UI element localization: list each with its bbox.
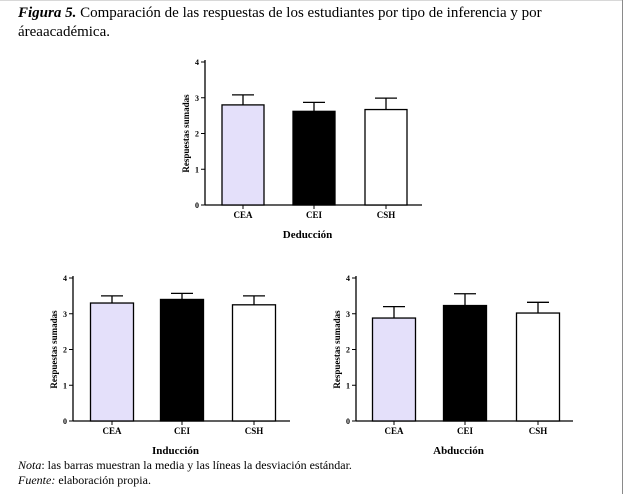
y-tick-label: 3 <box>63 310 67 319</box>
figure-caption: Figura 5. Comparación de las respuestas … <box>18 4 618 42</box>
category-label-cea: CEA <box>233 210 253 220</box>
category-label-cei: CEI <box>174 426 191 436</box>
figure-caption-text: Comparación de las respuestas de los est… <box>18 5 542 40</box>
fuente-label: Fuente: <box>18 473 56 487</box>
y-axis-label: Respuestas sumadas <box>332 310 342 389</box>
y-tick-label: 4 <box>63 274 67 283</box>
nota-line: Nota: las barras muestran la media y las… <box>18 458 352 473</box>
nota-label: Nota <box>18 458 42 472</box>
bar-cea <box>221 104 265 206</box>
y-tick-label: 2 <box>346 346 350 355</box>
bar-csh <box>515 312 561 422</box>
category-label-cea: CEA <box>102 426 122 436</box>
frame-right-border <box>622 0 623 494</box>
y-tick-label: 3 <box>346 310 350 319</box>
x-axis-label: Abducción <box>433 445 484 457</box>
y-tick-label: 2 <box>63 346 67 355</box>
category-label-csh: CSH <box>529 426 548 436</box>
y-tick-label: 1 <box>63 381 67 390</box>
category-label-csh: CSH <box>377 210 396 220</box>
category-label-cei: CEI <box>306 210 323 220</box>
x-axis-label: Inducción <box>152 445 199 457</box>
category-label-csh: CSH <box>245 426 264 436</box>
fuente-text: elaboración propia. <box>55 473 151 487</box>
bar-csh <box>364 108 408 206</box>
fuente-line: Fuente: elaboración propia. <box>18 473 352 488</box>
y-tick-label: 1 <box>346 381 350 390</box>
bar-cea <box>371 317 417 422</box>
y-tick-label: 0 <box>63 417 67 426</box>
category-label-cei: CEI <box>457 426 474 436</box>
y-tick-label: 3 <box>195 94 199 103</box>
y-tick-label: 4 <box>346 274 350 283</box>
y-tick-label: 0 <box>195 201 199 210</box>
frame-top-border <box>0 0 623 1</box>
y-tick-label: 0 <box>346 417 350 426</box>
y-axis-label: Respuestas sumadas <box>49 310 59 389</box>
y-tick-label: 1 <box>195 165 199 174</box>
figure-notes: Nota: las barras muestran la media y las… <box>18 458 352 488</box>
bar-cei <box>442 304 488 422</box>
category-label-cea: CEA <box>384 426 404 436</box>
y-tick-label: 4 <box>195 58 199 67</box>
bar-csh <box>231 304 277 422</box>
nota-text: : las barras muestran la media y las lín… <box>41 458 352 472</box>
y-tick-label: 2 <box>195 130 199 139</box>
y-axis-label: Respuestas sumadas <box>181 94 191 173</box>
x-axis-label: Deducción <box>283 229 333 241</box>
figure-label: Figura 5. <box>18 5 77 21</box>
